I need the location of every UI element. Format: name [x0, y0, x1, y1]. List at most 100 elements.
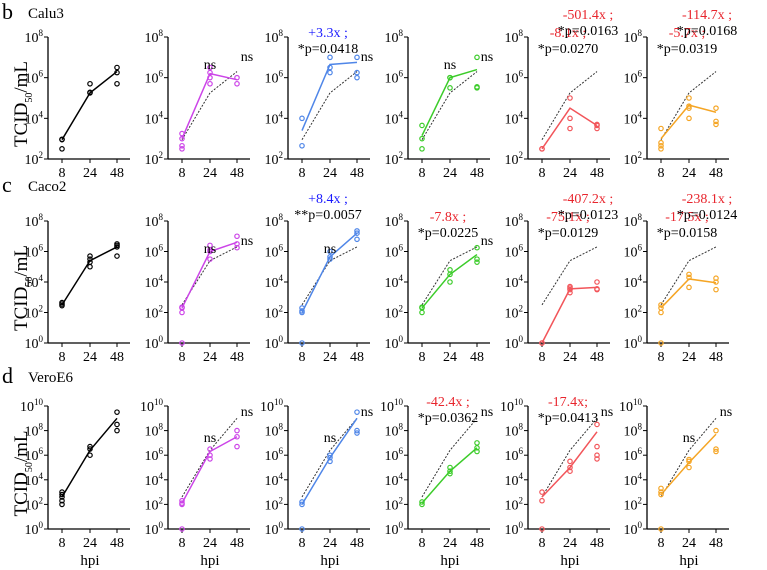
data-point [474, 84, 480, 90]
y-tick-label: 100 [145, 334, 164, 352]
x-tick-label: 48 [230, 350, 244, 365]
x-tick-label: 24 [203, 166, 217, 181]
data-point [474, 440, 480, 446]
reference-mean-line [181, 71, 238, 140]
annotation-text: ns [481, 50, 493, 65]
annotation-text: ns [683, 431, 695, 446]
y-tick-label: 104 [624, 109, 643, 127]
y-tick-label: 106 [265, 69, 284, 87]
annotation-text: *p=0.0123 [558, 208, 618, 223]
data-point [686, 103, 692, 109]
data-point [447, 464, 453, 471]
data-point [327, 54, 333, 61]
y-tick-label: 106 [145, 69, 164, 87]
data-point [179, 135, 185, 142]
annotation-text: -407.2x ; [563, 192, 614, 207]
data-point [114, 409, 120, 415]
annotation-text: -5.7x ; [669, 26, 706, 41]
data-point [59, 501, 65, 508]
panel-r1-c5: 100 102 104 106 108 8 24 48 -17.5x ;*p=0.0158 -23… [624, 192, 738, 365]
annotation-text: ns [324, 242, 336, 257]
data-point [354, 54, 360, 61]
y-tick-label: 106 [505, 446, 524, 464]
data-point [713, 286, 719, 293]
data-point [658, 526, 664, 532]
data-point [299, 115, 305, 122]
data-point [686, 105, 692, 111]
y-tick-label: 108 [265, 28, 284, 46]
mean-line [61, 246, 118, 306]
data-point [686, 95, 692, 101]
y-tick-label: 102 [265, 304, 284, 322]
data-point [658, 340, 664, 346]
annotation-text: *p=0.0129 [538, 226, 598, 241]
data-point [59, 136, 65, 143]
y-tick-label: 104 [505, 109, 524, 127]
mean-line [61, 417, 118, 498]
x-tick-label: 48 [470, 350, 484, 365]
y-tick-label: 104 [145, 273, 164, 291]
data-point [207, 242, 213, 249]
y-tick-label: 100 [25, 334, 44, 352]
y-tick-label: 102 [145, 495, 164, 513]
data-point [299, 308, 305, 314]
y-tick-label: 100 [385, 334, 404, 352]
reference-mean-line [660, 71, 717, 140]
mean-line [181, 241, 238, 309]
mean-line [541, 286, 598, 344]
panel-r0-c1: 102 104 106 108 8 24 48 ns ns [145, 28, 254, 181]
data-point [447, 266, 453, 273]
y-tick-label: 102 [145, 304, 164, 322]
y-tick-label: 1010 [260, 397, 284, 415]
x-tick-label: 24 [682, 166, 696, 181]
y-tick-label: 100 [624, 334, 643, 352]
y-tick-label: 102 [25, 150, 44, 168]
data-point [299, 526, 305, 532]
y-axis-label: TCID50/mL [11, 245, 35, 331]
y-tick-label: 104 [385, 471, 404, 489]
annotation-text: +3.3x ; [308, 26, 348, 41]
panel-r0-c0: 102 104 106 108 8 24 48 [25, 28, 130, 181]
data-point [419, 309, 425, 316]
panel-r2-c0: 100 102 104 106 108 1010 8 24 48 hpi [20, 397, 130, 569]
mean-line [421, 68, 478, 136]
data-point [419, 122, 425, 129]
data-point [354, 69, 360, 76]
cell-line-label: VeroE6 [28, 370, 73, 386]
y-tick-label: 102 [25, 495, 44, 513]
annotation-text: ns [481, 234, 493, 249]
data-point [594, 456, 600, 462]
data-point [686, 284, 692, 291]
x-tick-label: 24 [203, 536, 217, 551]
data-point [234, 233, 240, 240]
data-point [539, 146, 545, 152]
x-tick-label: 8 [179, 166, 186, 181]
data-point [87, 452, 93, 459]
data-point [299, 305, 305, 311]
y-tick-label: 1010 [20, 397, 44, 415]
y-tick-label: 100 [624, 520, 643, 538]
y-tick-label: 1010 [619, 397, 643, 415]
data-point [114, 253, 120, 259]
y-tick-label: 102 [624, 495, 643, 513]
annotation-text: +8.4x ; [308, 192, 348, 207]
data-point [59, 299, 65, 306]
cell-line-label: Caco2 [28, 179, 66, 195]
data-point [179, 146, 185, 152]
data-point [234, 80, 240, 87]
data-point [354, 427, 360, 434]
x-tick-label: 48 [470, 166, 484, 181]
x-tick-label: 8 [179, 536, 186, 551]
data-point [447, 74, 453, 81]
panel-r2-c4: 100 102 104 106 108 1010 8 24 48 hpi -17.4x;*p=0.0… [500, 395, 613, 569]
y-tick-label: 108 [624, 212, 643, 230]
data-point [59, 491, 65, 498]
y-tick-label: 108 [25, 212, 44, 230]
reference-mean-line [301, 71, 358, 140]
y-tick-label: 100 [505, 334, 524, 352]
data-point [179, 497, 185, 504]
data-point [658, 309, 664, 316]
y-tick-label: 106 [624, 69, 643, 87]
